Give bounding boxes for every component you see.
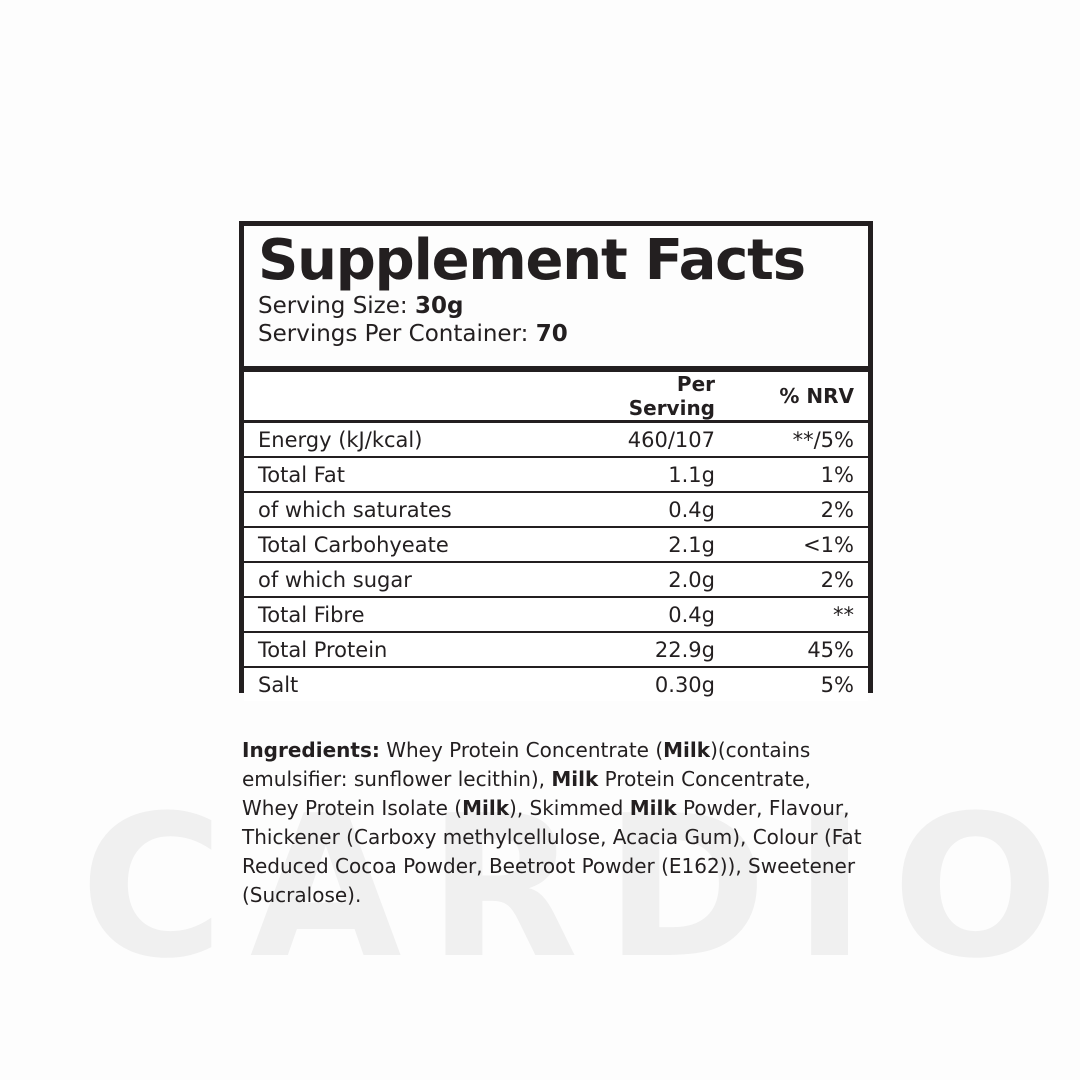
nutrition-facts-table: Per Serving % NRV Energy (kJ/kcal) 460/10… xyxy=(244,372,868,701)
serving-size-line: Serving Size: 30g xyxy=(258,292,854,320)
nutrition-table-head: Per Serving % NRV xyxy=(244,372,868,423)
cell-nrv: <1% xyxy=(729,527,868,563)
servings-per-container-value: 70 xyxy=(535,321,568,347)
supplement-facts-header: Supplement Facts Serving Size: 30g Servi… xyxy=(244,226,868,372)
allergen-term: Milk xyxy=(629,796,677,820)
cell-per-serving: 2.1g xyxy=(574,527,729,563)
cell-name: Total Carbohyeate xyxy=(244,527,574,563)
column-header-nutrient xyxy=(244,372,574,423)
cell-name: Salt xyxy=(244,667,574,701)
table-row: Energy (kJ/kcal) 460/107 **/5% xyxy=(244,421,868,458)
table-row: Total Protein 22.9g 45% xyxy=(244,632,868,668)
cell-nrv: **/5% xyxy=(729,421,868,458)
ingredients-body-text: Whey Protein Concentrate (Milk)(contains… xyxy=(242,738,862,907)
supplement-facts-title: Supplement Facts xyxy=(258,228,806,293)
table-row: of which sugar 2.0g 2% xyxy=(244,562,868,598)
table-row: Total Carbohyeate 2.1g <1% xyxy=(244,527,868,563)
cell-per-serving: 22.9g xyxy=(574,632,729,668)
cell-per-serving: 0.30g xyxy=(574,667,729,701)
table-row: Total Fibre 0.4g ** xyxy=(244,597,868,633)
cell-name: Total Fibre xyxy=(244,597,574,633)
cell-name: Total Fat xyxy=(244,457,574,493)
cell-per-serving: 0.4g xyxy=(574,597,729,633)
cell-name: Energy (kJ/kcal) xyxy=(244,421,574,458)
cell-per-serving: 0.4g xyxy=(574,492,729,528)
table-row: Total Fat 1.1g 1% xyxy=(244,457,868,493)
cell-nrv: 5% xyxy=(729,667,868,701)
allergen-term: Milk xyxy=(551,767,599,791)
cell-nrv: 2% xyxy=(729,562,868,598)
servings-per-container-label: Servings Per Container: xyxy=(258,321,529,347)
serving-size-value: 30g xyxy=(414,293,464,319)
column-header-nrv: % NRV xyxy=(729,372,868,423)
ingredients-heading: Ingredients: xyxy=(242,738,380,762)
supplement-facts-panel: Supplement Facts Serving Size: 30g Servi… xyxy=(239,221,873,701)
cell-nrv: 1% xyxy=(729,457,868,493)
allergen-term: Milk xyxy=(663,738,711,762)
ingredients-paragraph: Ingredients: Whey Protein Concentrate (M… xyxy=(242,736,868,910)
cell-nrv: ** xyxy=(729,597,868,633)
allergen-term: Milk xyxy=(462,796,510,820)
nutrition-header-row: Per Serving % NRV xyxy=(244,372,868,423)
column-header-per-serving: Per Serving xyxy=(574,372,729,423)
cell-name: Total Protein xyxy=(244,632,574,668)
table-row: Salt 0.30g 5% xyxy=(244,667,868,701)
cell-nrv: 2% xyxy=(729,492,868,528)
cell-nrv: 45% xyxy=(729,632,868,668)
cell-name: of which sugar xyxy=(244,562,574,598)
serving-size-label: Serving Size: xyxy=(258,293,408,319)
servings-per-container-line: Servings Per Container: 70 xyxy=(258,320,854,348)
cell-per-serving: 1.1g xyxy=(574,457,729,493)
cell-per-serving: 460/107 xyxy=(574,421,729,458)
panel-inner: Supplement Facts Serving Size: 30g Servi… xyxy=(244,226,868,701)
table-row: of which saturates 0.4g 2% xyxy=(244,492,868,528)
cell-per-serving: 2.0g xyxy=(574,562,729,598)
nutrition-table-body: Energy (kJ/kcal) 460/107 **/5% Total Fat 1.1… xyxy=(244,421,868,701)
cell-name: of which saturates xyxy=(244,492,574,528)
